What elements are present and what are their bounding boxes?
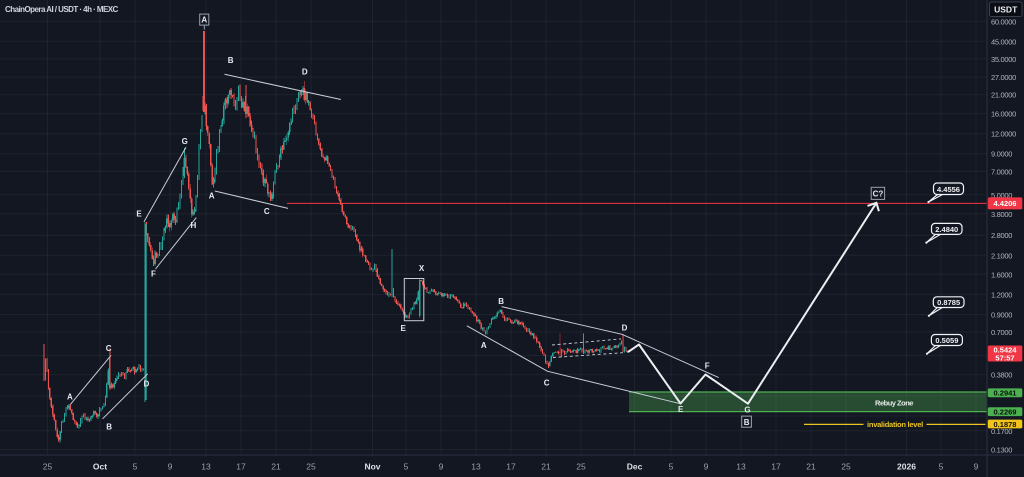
svg-text:A: A xyxy=(67,393,73,402)
svg-text:2026: 2026 xyxy=(897,462,916,472)
svg-text:G: G xyxy=(182,137,188,146)
svg-text:13: 13 xyxy=(201,462,211,472)
svg-text:5: 5 xyxy=(939,462,944,472)
svg-text:D: D xyxy=(144,380,150,389)
svg-text:A: A xyxy=(201,16,207,25)
svg-text:35.0000: 35.0000 xyxy=(991,55,1016,64)
svg-text:G: G xyxy=(744,405,750,414)
svg-text:16.0000: 16.0000 xyxy=(991,110,1016,119)
svg-text:F: F xyxy=(151,270,156,279)
svg-text:0.8785: 0.8785 xyxy=(937,298,960,307)
svg-text:21.0000: 21.0000 xyxy=(991,91,1016,100)
svg-text:E: E xyxy=(136,210,142,219)
svg-text:7.0000: 7.0000 xyxy=(991,167,1012,176)
svg-text:E: E xyxy=(678,405,684,414)
svg-text:1.6000: 1.6000 xyxy=(991,270,1012,279)
svg-text:0.5059: 0.5059 xyxy=(935,336,958,345)
svg-text:0.7000: 0.7000 xyxy=(991,328,1012,337)
svg-text:5.0000: 5.0000 xyxy=(991,191,1012,200)
svg-text:0.5424: 0.5424 xyxy=(994,345,1018,354)
svg-text:13: 13 xyxy=(471,462,481,472)
svg-text:25: 25 xyxy=(306,462,316,472)
svg-text:25: 25 xyxy=(43,462,53,472)
svg-text:3.8000: 3.8000 xyxy=(991,210,1012,219)
svg-text:27.0000: 27.0000 xyxy=(991,73,1016,82)
svg-text:2.1000: 2.1000 xyxy=(991,251,1012,260)
svg-text:21: 21 xyxy=(541,462,551,472)
svg-text:USDT: USDT xyxy=(994,4,1018,14)
svg-text:Dec: Dec xyxy=(627,462,643,472)
svg-text:25: 25 xyxy=(841,462,851,472)
svg-text:0.2941: 0.2941 xyxy=(994,389,1017,398)
svg-text:ChainOpera AI / USDT · 4h · ME: ChainOpera AI / USDT · 4h · MEXC xyxy=(5,5,119,14)
svg-text:9: 9 xyxy=(974,462,979,472)
svg-text:0.1300: 0.1300 xyxy=(991,446,1012,455)
svg-text:4.4556: 4.4556 xyxy=(937,185,960,194)
svg-text:17: 17 xyxy=(771,462,781,472)
svg-text:13: 13 xyxy=(736,462,746,472)
svg-text:H: H xyxy=(191,221,197,230)
svg-text:D: D xyxy=(302,67,308,76)
svg-text:B: B xyxy=(106,423,112,432)
svg-text:9: 9 xyxy=(704,462,709,472)
svg-text:D: D xyxy=(622,324,628,333)
svg-text:E: E xyxy=(401,324,407,333)
svg-text:0.9000: 0.9000 xyxy=(991,311,1012,320)
svg-text:12.0000: 12.0000 xyxy=(991,130,1016,139)
svg-text:45.0000: 45.0000 xyxy=(991,37,1016,46)
svg-text:9.0000: 9.0000 xyxy=(991,150,1012,159)
svg-text:17: 17 xyxy=(506,462,516,472)
svg-text:B: B xyxy=(744,418,750,427)
svg-text:2.8000: 2.8000 xyxy=(991,231,1012,240)
svg-text:Nov: Nov xyxy=(364,462,380,472)
svg-text:A: A xyxy=(209,192,215,201)
svg-text:X: X xyxy=(419,264,425,273)
svg-text:25: 25 xyxy=(576,462,586,472)
svg-text:9: 9 xyxy=(168,462,173,472)
svg-text:5: 5 xyxy=(669,462,674,472)
svg-text:B: B xyxy=(498,297,504,306)
svg-text:C: C xyxy=(264,207,270,216)
svg-text:C: C xyxy=(544,378,550,387)
svg-text:57:57: 57:57 xyxy=(995,353,1014,362)
svg-text:invalidation level: invalidation level xyxy=(867,420,923,429)
svg-text:5: 5 xyxy=(133,462,138,472)
svg-text:5: 5 xyxy=(404,462,409,472)
svg-text:B: B xyxy=(228,56,234,65)
svg-text:21: 21 xyxy=(271,462,281,472)
svg-text:A: A xyxy=(481,341,487,350)
svg-text:C?: C? xyxy=(873,190,884,199)
svg-text:Rebuy Zone: Rebuy Zone xyxy=(875,399,913,408)
svg-text:0.3800: 0.3800 xyxy=(991,371,1012,380)
svg-text:0.1878: 0.1878 xyxy=(994,420,1017,429)
svg-text:60.0000: 60.0000 xyxy=(991,17,1016,26)
svg-text:2.4840: 2.4840 xyxy=(935,225,958,234)
svg-text:1.2000: 1.2000 xyxy=(991,290,1012,299)
svg-text:C: C xyxy=(106,344,112,353)
svg-text:4.4206: 4.4206 xyxy=(994,199,1017,208)
svg-text:9: 9 xyxy=(439,462,444,472)
svg-text:0.2269: 0.2269 xyxy=(994,408,1017,417)
svg-text:21: 21 xyxy=(806,462,816,472)
svg-text:0.1700: 0.1700 xyxy=(991,427,1012,436)
svg-text:Oct: Oct xyxy=(93,462,107,472)
svg-text:17: 17 xyxy=(236,462,246,472)
svg-text:F: F xyxy=(705,362,710,371)
